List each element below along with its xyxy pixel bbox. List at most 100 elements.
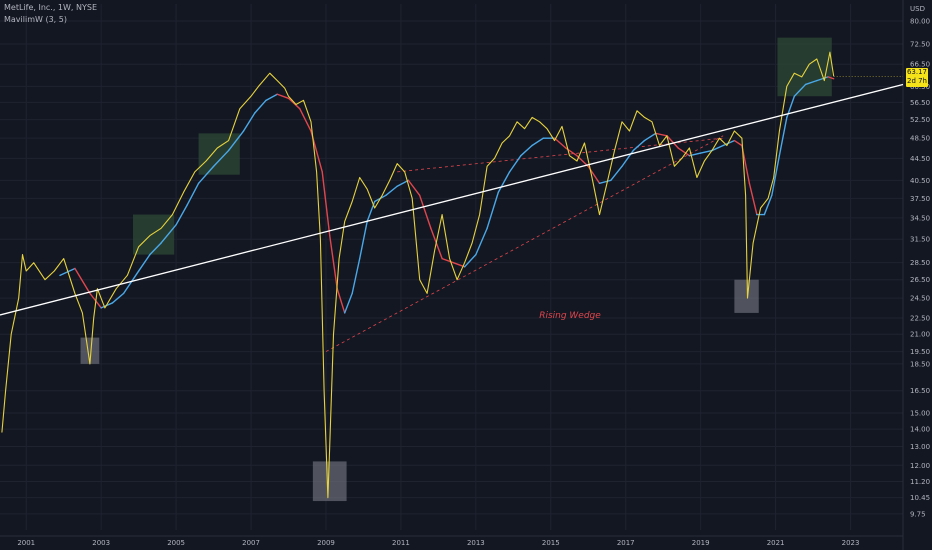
y-tick-label: 28.50 — [910, 259, 930, 267]
y-tick-label: 37.50 — [910, 195, 930, 203]
indicator-title[interactable]: MavilimW (3, 5) — [4, 15, 67, 24]
mavilim-segment — [111, 292, 125, 304]
y-tick-label: 31.50 — [910, 236, 930, 244]
price-line — [1, 51, 835, 499]
y-tick-label: 26.50 — [910, 276, 930, 284]
mavilim-segment — [643, 132, 657, 142]
gray-highlight-box — [80, 337, 100, 364]
mavilim-segment — [463, 253, 477, 268]
x-tick-label: 2019 — [692, 539, 710, 547]
mavilim-segment — [385, 185, 398, 197]
symbol-title[interactable]: MetLife, Inc., 1W, NYSE — [4, 3, 98, 12]
mavilim-segment — [804, 79, 818, 86]
mavilim-segment — [733, 139, 743, 147]
price-axis-unit: USD — [910, 5, 925, 13]
mavilim-segment — [531, 137, 544, 147]
highlight-boxes — [80, 37, 832, 502]
x-tick-label: 2003 — [92, 539, 110, 547]
mavilim-segment — [149, 242, 162, 256]
y-tick-label: 19.50 — [910, 348, 930, 356]
mavilim-segment — [336, 288, 346, 314]
x-tick-label: 2005 — [167, 539, 185, 547]
y-tick-label: 52.50 — [910, 116, 930, 124]
gray-highlight-box — [312, 461, 347, 502]
time-axis[interactable]: 2001 2003 2005 2007 2009 2011 2013 2015 2017 2019… — [17, 539, 859, 547]
mavilim-segment — [816, 76, 829, 82]
mavilim-segment — [418, 194, 432, 230]
mavilim-segment — [475, 227, 488, 256]
y-tick-label: 48.50 — [910, 135, 930, 143]
mavilim-segment — [137, 253, 151, 272]
mavilim-segment — [197, 165, 215, 184]
y-tick-label: 11.20 — [910, 478, 930, 486]
y-tick-label: 72.50 — [910, 40, 930, 48]
x-tick-label: 2001 — [17, 539, 35, 547]
mavilim-segment — [186, 182, 200, 206]
mavilim-segment — [632, 139, 646, 152]
mavilim-segment — [748, 182, 758, 216]
mavilim-segment — [699, 149, 713, 154]
mavilim-segment — [763, 194, 773, 216]
y-tick-label: 34.50 — [910, 214, 930, 222]
gray-highlight-box — [734, 279, 759, 313]
mavilim-segment — [74, 267, 91, 295]
y-tick-label: 15.00 — [910, 410, 930, 418]
x-tick-label: 2023 — [842, 539, 860, 547]
mavilim-segment — [276, 93, 290, 99]
mavilim-segment — [553, 137, 567, 149]
mavilim-segment — [793, 83, 807, 97]
last-price-tag: 63.17 2d 7h — [906, 68, 928, 88]
last-price-value: 63.17 — [906, 68, 928, 77]
mavilim-segment — [227, 130, 245, 152]
mavilim-segment — [359, 220, 368, 260]
mavilim-segment — [666, 135, 679, 149]
mavilim-segment — [321, 171, 331, 237]
mavilim-segment — [497, 171, 511, 193]
mavilim-segment — [598, 179, 612, 184]
x-tick-label: 2021 — [767, 539, 785, 547]
mavilim-segment — [122, 270, 140, 295]
price-axis[interactable]: USD 80.0072.5066.5060.5056.5052.5048.504… — [910, 5, 930, 518]
y-tick-label: 18.50 — [910, 360, 930, 368]
y-tick-label: 21.00 — [910, 331, 930, 339]
wedge-line — [397, 137, 724, 173]
mavilim-segment — [329, 234, 338, 290]
mavilim-segment — [242, 112, 256, 132]
y-tick-label: 13.00 — [910, 443, 930, 451]
mavilim-segment — [160, 224, 177, 244]
mavilim-segment — [299, 107, 312, 132]
y-tick-label: 10.45 — [910, 494, 930, 502]
y-tick-label: 80.00 — [910, 17, 930, 25]
y-tick-label: 40.50 — [910, 177, 930, 185]
mavilim-segment — [351, 257, 361, 295]
mavilim-segment — [344, 292, 353, 314]
x-tick-label: 2011 — [392, 539, 410, 547]
x-tick-label: 2017 — [617, 539, 635, 547]
grid-lines — [0, 0, 904, 550]
mavilim-segment — [396, 179, 410, 187]
x-tick-label: 2013 — [467, 539, 485, 547]
mavilim-segment — [265, 93, 278, 102]
trendline — [0, 83, 904, 316]
bar-countdown: 2d 7h — [906, 77, 927, 86]
mavilim-segment — [711, 144, 724, 152]
mavilim-segment — [778, 116, 788, 157]
y-tick-label: 9.75 — [910, 510, 926, 518]
rising-wedge-label: Rising Wedge — [539, 311, 601, 321]
mavilim-segment — [175, 204, 189, 226]
mavilim-segment — [441, 257, 455, 264]
y-tick-label: 24.50 — [910, 295, 930, 303]
mavilim-segment — [486, 191, 500, 230]
mavilim-segment — [827, 76, 835, 80]
y-tick-label: 16.50 — [910, 387, 930, 395]
mavilim-segment — [771, 155, 781, 197]
mavilim-segment — [407, 179, 421, 197]
x-tick-label: 2009 — [317, 539, 335, 547]
y-tick-label: 22.50 — [910, 315, 930, 323]
mavilim-segment — [610, 165, 623, 182]
y-tick-label: 12.00 — [910, 462, 930, 470]
y-tick-label: 14.00 — [910, 426, 930, 434]
green-highlight-box — [777, 37, 832, 97]
mavilim-segment — [212, 149, 230, 168]
